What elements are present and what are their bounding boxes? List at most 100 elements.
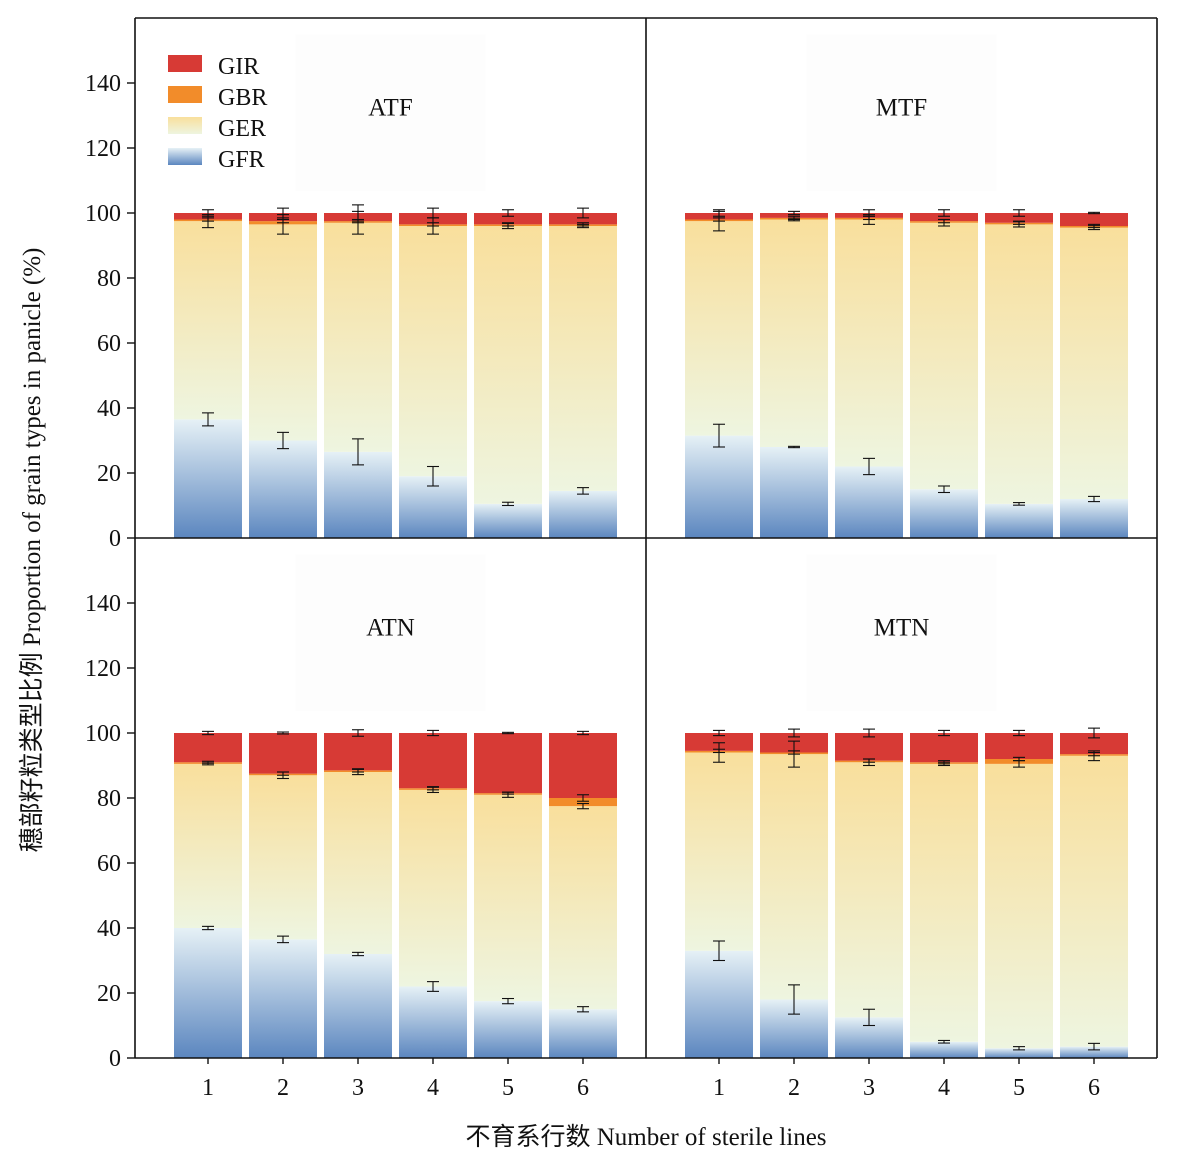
bar-gfr (1060, 499, 1128, 538)
error-bar-gir (863, 728, 875, 738)
x-tick-label: 4 (938, 1075, 950, 1101)
y-tick-label: 20 (97, 981, 121, 1007)
bar-gfr (549, 1009, 617, 1058)
panel-atn: ATN (174, 554, 617, 1058)
bar-gir (760, 213, 828, 218)
bar-ger (324, 222, 392, 452)
error-bar-gir (1013, 209, 1025, 217)
legend-swatch-gfr (168, 148, 202, 165)
panel-title-backdrop (806, 554, 997, 711)
error-bar-gbr (577, 794, 589, 802)
bar-gfr (985, 1048, 1053, 1058)
error-bar-gbr (427, 786, 439, 791)
error-bar-gir (202, 730, 214, 736)
error-bar-gir (502, 731, 514, 735)
bar-gir (1060, 733, 1128, 755)
y-axis-label: 穗部籽粒类型比例 Proportion of grain types in pa… (18, 248, 46, 853)
error-bar-gbr (577, 222, 589, 227)
error-bar-gfr (427, 465, 439, 487)
bar-gir (324, 733, 392, 771)
error-bar-gbr (502, 791, 514, 795)
bar-ger (549, 226, 617, 491)
bar-ger (910, 222, 978, 490)
panel-mtn: MTN (685, 554, 1128, 1058)
x-tick-label: 3 (863, 1075, 875, 1101)
bar-gfr (474, 1001, 542, 1058)
error-bar-gfr (502, 997, 514, 1005)
bar-ger (985, 763, 1053, 1049)
x-tick-label: 6 (1088, 1075, 1100, 1101)
legend-label-ger: GER (218, 116, 266, 142)
error-bar-gbr (277, 771, 289, 776)
bar-ger (324, 772, 392, 954)
legend: GIR GBR GER GFR (168, 54, 267, 173)
y-tick-label: 140 (85, 71, 121, 97)
bar-ger (685, 221, 753, 436)
error-bar-gir (863, 209, 875, 217)
error-bar-gir (502, 209, 514, 217)
panel-title: MTN (874, 615, 930, 642)
bar-gir (910, 213, 978, 222)
bar-gfr (249, 440, 317, 538)
x-tick-label: 1 (713, 1075, 725, 1101)
error-bar-gbr (938, 218, 950, 224)
bar-gfr (174, 419, 242, 538)
error-bar-gir (277, 207, 289, 219)
bar-gir (474, 213, 542, 225)
error-bar-gfr (863, 1008, 875, 1027)
error-bar-gbr (502, 222, 514, 227)
error-bar-gbr (1088, 751, 1100, 757)
error-bar-gir (352, 204, 364, 222)
bar-ger (399, 226, 467, 477)
error-bar-gir (1088, 211, 1100, 215)
bar-ger (835, 219, 903, 467)
error-bar-gfr (863, 457, 875, 476)
bar-gfr (399, 986, 467, 1058)
bar-ger (174, 221, 242, 420)
panel-title-backdrop (295, 34, 486, 191)
panel-atf: ATF (174, 34, 617, 538)
bar-ger (249, 224, 317, 441)
bar-gir (685, 733, 753, 751)
error-bar-gfr (1013, 1046, 1025, 1051)
error-bar-gfr (938, 485, 950, 494)
error-bar-gfr (202, 412, 214, 427)
x-axis-label: 不育系行数 Number of sterile lines (465, 1123, 826, 1151)
error-bar-gbr (938, 760, 950, 765)
bar-gfr (324, 954, 392, 1058)
error-bar-gbr (427, 222, 439, 227)
y-tick-label: 40 (97, 916, 121, 942)
y-tick-label: 80 (97, 266, 121, 292)
bar-gfr (474, 503, 542, 538)
x-tick-label: 5 (1013, 1075, 1025, 1101)
y-tick-label: 100 (85, 721, 121, 747)
bar-ger (1060, 227, 1128, 499)
error-bar-gfr (788, 984, 800, 1015)
bar-gfr (324, 451, 392, 538)
bar-gir (1060, 213, 1128, 226)
error-bar-gbr (277, 218, 289, 224)
error-bar-gir (1013, 729, 1025, 737)
x-tick-label: 6 (577, 1075, 589, 1101)
error-bar-gfr (277, 935, 289, 944)
error-bar-ger (577, 802, 589, 810)
x-tick-label: 4 (427, 1075, 439, 1101)
bar-gfr (685, 950, 753, 1058)
y-tick-label: 120 (85, 136, 121, 162)
bar-gfr (835, 466, 903, 538)
legend-swatch-ger (168, 117, 202, 134)
bar-gir (985, 213, 1053, 223)
error-bar-gir (352, 729, 364, 737)
error-bar-gir (713, 209, 725, 217)
y-tick-label: 20 (97, 461, 121, 487)
error-bar-gfr (713, 423, 725, 448)
x-tick-label: 2 (277, 1075, 289, 1101)
error-bar-gbr (788, 750, 800, 755)
y-tick-label: 0 (109, 1046, 121, 1072)
panel-mtf: MTF (685, 34, 1128, 538)
bar-gir (910, 733, 978, 763)
bar-ger (474, 226, 542, 504)
x-tick-label: 1 (202, 1075, 214, 1101)
y-tick-label: 40 (97, 396, 121, 422)
